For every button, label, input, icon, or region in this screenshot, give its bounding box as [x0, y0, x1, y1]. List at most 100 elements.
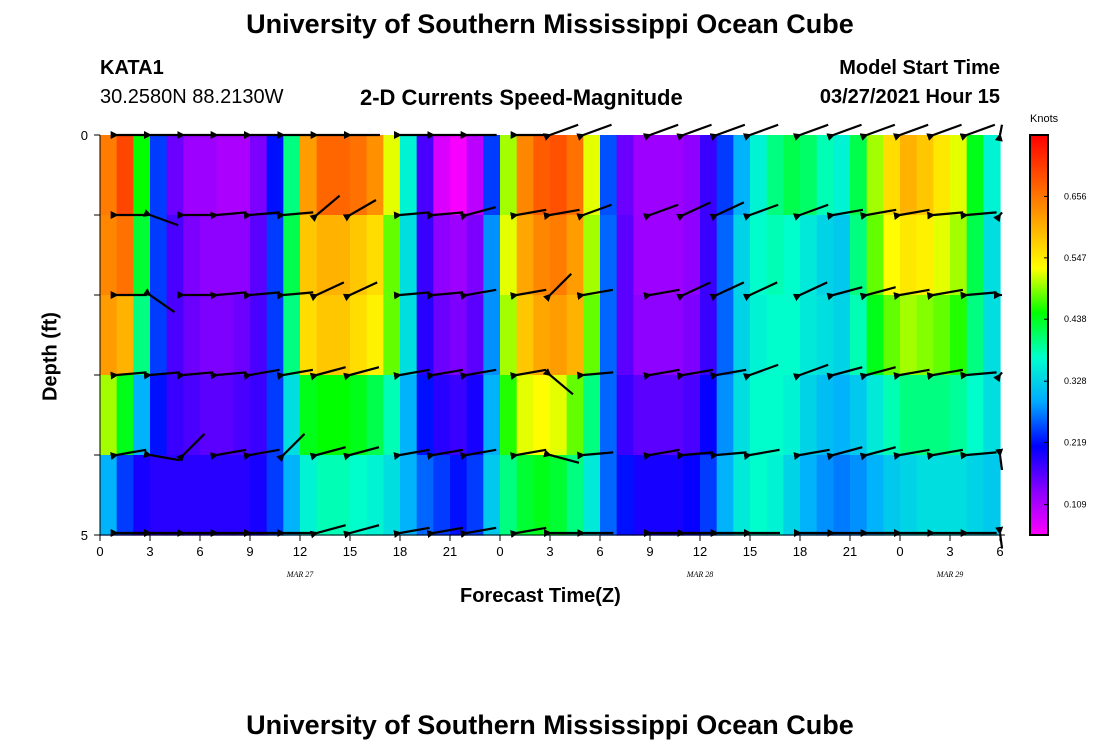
current-arrow [343, 524, 380, 539]
heat-cell [533, 455, 551, 536]
heat-cell [866, 215, 884, 296]
heat-cell [466, 375, 484, 456]
current-arrow [710, 368, 747, 380]
x-tick-label: 9 [646, 544, 653, 559]
current-arrow [460, 526, 497, 538]
current-arrow [676, 281, 711, 302]
heat-cell [500, 215, 518, 296]
heat-cell [433, 455, 451, 536]
heat-cell [733, 455, 751, 536]
heat-cell [333, 215, 351, 296]
heat-cell [550, 455, 568, 536]
title-bottom: University of Southern Mississippi Ocean… [246, 710, 854, 740]
current-arrow [510, 448, 547, 460]
current-arrow [642, 203, 679, 221]
current-arrow [576, 203, 612, 221]
heat-cell [283, 215, 301, 296]
heat-cell [333, 455, 351, 536]
heat-cell [316, 375, 334, 456]
heat-cell [450, 135, 468, 216]
heat-cell [833, 375, 851, 456]
heat-cell [233, 375, 251, 456]
current-arrow [893, 288, 930, 300]
heat-cell [800, 135, 818, 216]
current-arrow [826, 208, 864, 220]
heat-cell [233, 215, 251, 296]
current-arrow [460, 448, 497, 460]
model-start-value: 03/27/2021 Hour 15 [819, 86, 1000, 108]
heat-cell [116, 135, 134, 216]
current-arrow [994, 124, 1004, 142]
current-arrow [210, 371, 247, 380]
current-arrow [859, 366, 896, 381]
heat-cell [883, 215, 901, 296]
heat-cell [900, 455, 918, 536]
current-arrow [960, 451, 997, 460]
heat-cell [566, 455, 584, 536]
heat-cell [916, 135, 934, 216]
heat-cell [316, 135, 334, 216]
heat-cell [116, 455, 134, 536]
heat-cell [583, 135, 601, 216]
heat-cell [366, 215, 384, 296]
current-arrow [927, 211, 964, 220]
heat-cell [250, 295, 268, 376]
date-label: MAR 27 [286, 570, 314, 579]
colorbar-unit: Knots [1030, 113, 1059, 125]
current-arrow [709, 123, 746, 141]
heat-cell [933, 135, 951, 216]
heat-cell [166, 295, 184, 376]
current-arrow [393, 368, 430, 380]
colorbar-tick-label: 0.438 [1064, 314, 1087, 324]
heat-cell [183, 135, 201, 216]
heat-cell [600, 215, 618, 296]
heat-cell [850, 375, 868, 456]
current-arrow [676, 201, 711, 222]
heat-cell [950, 455, 968, 536]
current-arrow [893, 208, 930, 220]
current-arrow [960, 211, 997, 220]
heat-cell [600, 375, 618, 456]
current-arrow [542, 123, 579, 141]
y-axis-title: Depth (ft) [39, 312, 62, 401]
current-arrow [677, 451, 714, 460]
heat-cell [733, 215, 751, 296]
current-arrow [427, 211, 464, 220]
heat-cell [716, 375, 734, 456]
heat-cell [933, 375, 951, 456]
heat-cell [500, 375, 518, 456]
heat-cell [483, 215, 501, 296]
colorbar-bar [1029, 134, 1049, 536]
heat-cell [733, 295, 751, 376]
heat-cell [183, 455, 201, 536]
heat-cell [366, 455, 384, 536]
heat-cell [900, 135, 918, 216]
heat-cell [866, 375, 884, 456]
heat-cell [950, 135, 968, 216]
heat-cell [700, 215, 718, 296]
heat-cell [966, 375, 984, 456]
heat-cell [333, 295, 351, 376]
current-arrow [243, 291, 280, 300]
y-tick-label: 5 [81, 528, 88, 543]
current-arrow [792, 123, 829, 141]
colorbar: 0.656 0.547 0.438 0.328 0.219 0.109 [1029, 134, 1087, 536]
heat-cell [216, 135, 234, 216]
heat-cell [400, 135, 418, 216]
heat-cell [316, 295, 334, 376]
heat-cell [216, 295, 234, 376]
heat-cell [850, 455, 868, 536]
heat-cell [783, 375, 801, 456]
heat-cell [150, 135, 168, 216]
heat-cell [416, 455, 434, 536]
current-arrow [243, 368, 280, 380]
heat-cell [400, 295, 418, 376]
heat-cell [666, 375, 684, 456]
heat-cell [166, 215, 184, 296]
current-arrow [709, 281, 745, 302]
heat-cell [250, 215, 268, 296]
current-arrow [277, 211, 314, 220]
current-arrow [460, 288, 497, 300]
current-arrow [743, 448, 780, 460]
heat-cell [350, 215, 368, 296]
